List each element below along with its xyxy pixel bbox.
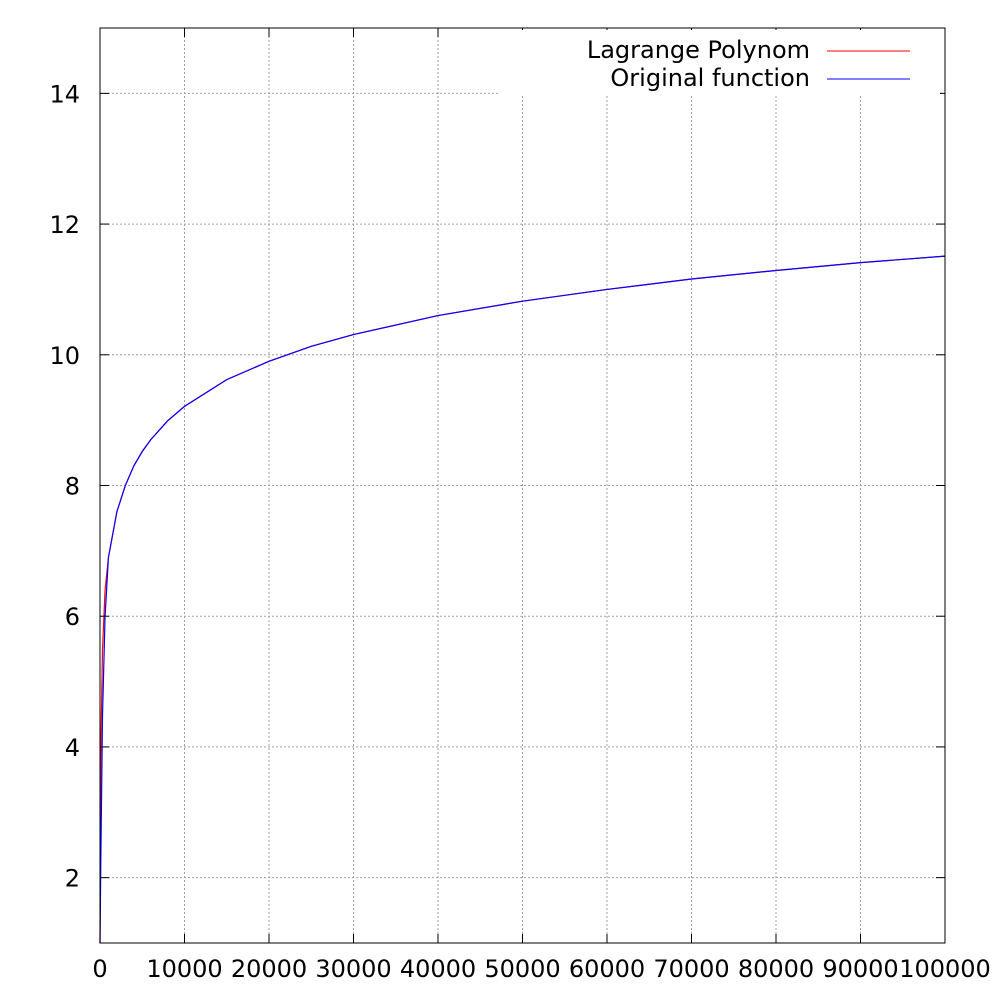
y-tick-label: 8 [65,473,80,501]
legend: Lagrange Polynom Original function [500,30,940,94]
y-tick-label: 2 [65,865,80,893]
x-tick-label: 10000 [146,955,222,983]
tick-marks [99,28,946,943]
y-tick-labels: 2 4 6 8 10 12 14 [49,80,80,892]
x-tick-label: 60000 [569,955,645,983]
x-tick-labels: 0 10000 20000 30000 40000 50000 60000 70000 8000… [92,955,990,983]
y-tick-label: 12 [49,211,80,239]
x-tick-label: 20000 [231,955,307,983]
legend-box [500,30,940,94]
series-lines [99,255,946,944]
x-tick-label: 100000 [899,955,991,983]
x-tick-label: 50000 [484,955,560,983]
y-tick-label: 6 [65,603,80,631]
y-tick-label: 10 [49,342,80,370]
x-tick-label: 90000 [822,955,898,983]
x-tick-label: 70000 [653,955,729,983]
x-tick-label: 80000 [738,955,814,983]
legend-label-original: Original function [610,64,810,92]
legend-label-lagrange: Lagrange Polynom [587,36,810,64]
y-tick-label: 14 [49,80,80,108]
x-tick-label: 0 [92,955,107,983]
x-tick-label: 40000 [400,955,476,983]
y-tick-label: 4 [65,734,80,762]
grid [100,28,945,943]
x-tick-label: 30000 [315,955,391,983]
series-line-original [99,255,946,944]
